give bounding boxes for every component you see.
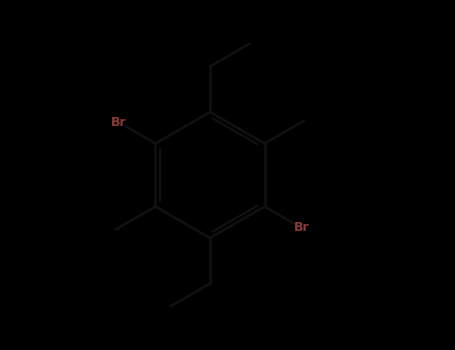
Text: Br: Br bbox=[111, 116, 126, 128]
Text: Br: Br bbox=[294, 222, 309, 235]
